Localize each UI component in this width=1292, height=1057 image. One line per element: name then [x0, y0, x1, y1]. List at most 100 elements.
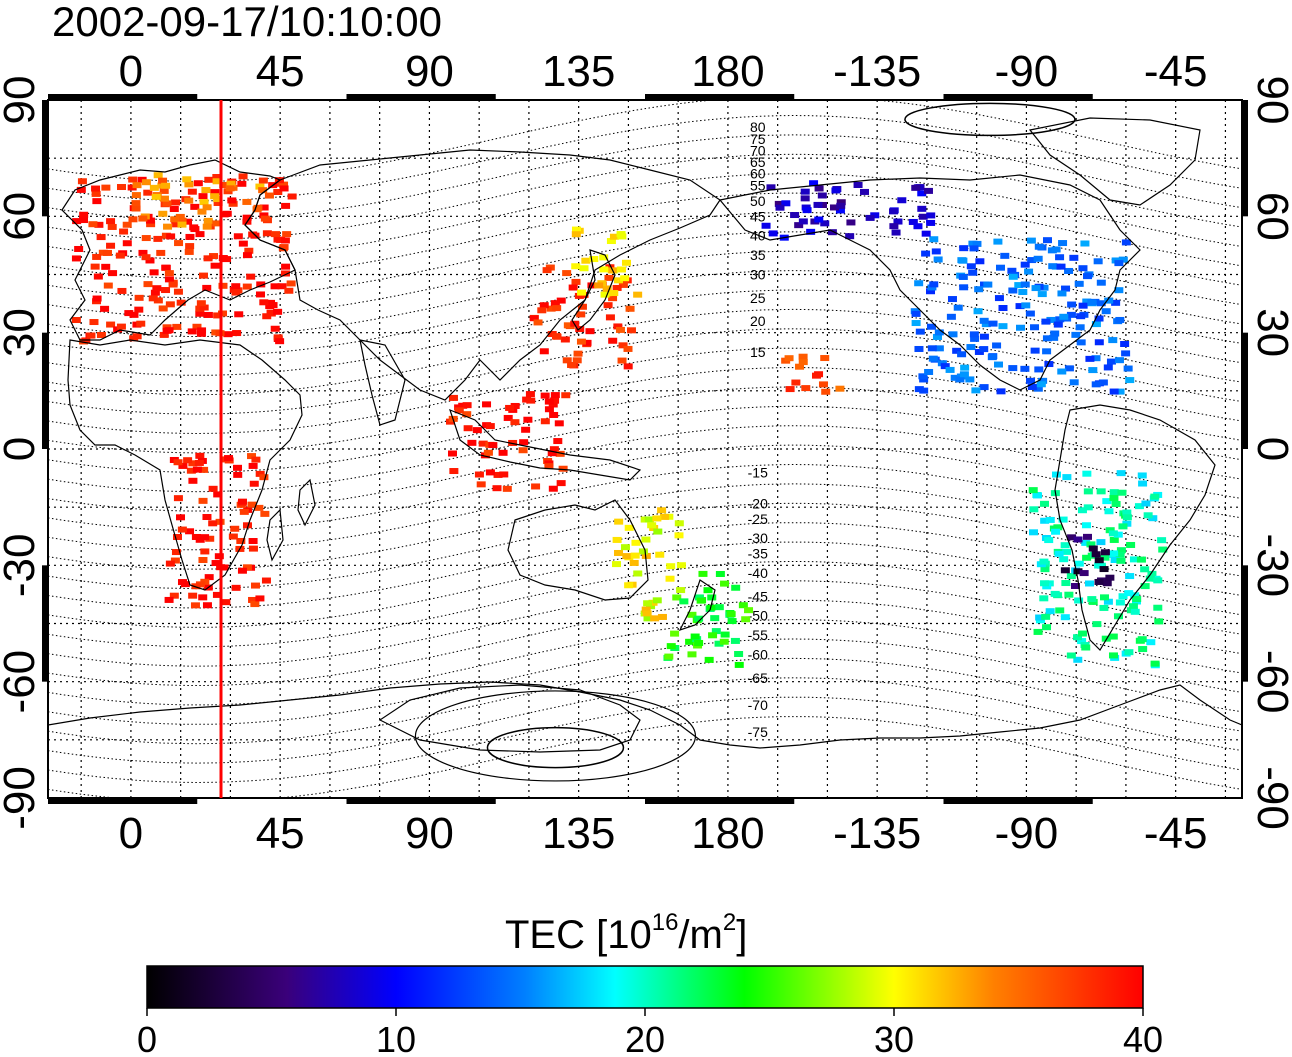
- tec-cell: [1029, 529, 1039, 536]
- tec-cell: [1150, 493, 1160, 500]
- tec-cell: [1081, 644, 1091, 651]
- tec-cell: [1087, 299, 1097, 306]
- tec-cell: [715, 570, 725, 577]
- tec-cell: [212, 591, 222, 598]
- tec-cell: [1105, 574, 1115, 581]
- tec-cell: [1094, 339, 1104, 346]
- tec-cell: [1124, 590, 1134, 597]
- tec-cell: [1094, 578, 1104, 585]
- tec-cell: [1073, 536, 1083, 543]
- tec-cell: [476, 481, 486, 488]
- tec-cell: [979, 346, 989, 353]
- tec-cell: [1085, 580, 1095, 587]
- tec-cell: [1051, 246, 1061, 253]
- tec-cell: [958, 257, 968, 264]
- left-border-segment: [42, 100, 48, 217]
- tec-cell: [149, 269, 159, 276]
- tec-cell: [254, 504, 264, 511]
- tec-cell: [685, 638, 695, 645]
- tec-cell: [617, 357, 627, 364]
- tec-cell: [891, 229, 901, 236]
- contour-line: [48, 405, 1242, 493]
- tec-cell: [170, 557, 180, 564]
- tec-cell: [1098, 379, 1108, 386]
- tec-cell: [650, 615, 660, 622]
- tec-cell: [1122, 509, 1132, 516]
- tec-cell: [122, 221, 132, 228]
- tec-cell: [1078, 265, 1088, 272]
- tec-cell: [926, 288, 936, 295]
- tec-cell: [188, 477, 198, 484]
- tec-cell: [448, 450, 458, 457]
- tec-cell: [665, 575, 675, 582]
- north-pole-contour: [904, 102, 1076, 137]
- contour-line: [48, 638, 1242, 725]
- tec-cell: [260, 510, 270, 517]
- tec-cell: [624, 582, 634, 589]
- tec-cell: [1125, 377, 1135, 384]
- tec-cell: [605, 264, 615, 271]
- top-border-segment: [48, 94, 198, 100]
- tec-cell: [741, 616, 751, 623]
- tec-cell: [1109, 536, 1119, 543]
- tec-cell: [623, 363, 633, 370]
- tec-cell: [1057, 290, 1067, 297]
- tec-cell: [168, 281, 178, 288]
- tec-cell: [1045, 516, 1055, 523]
- tec-cell: [1114, 357, 1124, 364]
- left-latitude-label: -30: [0, 534, 44, 598]
- tec-cell: [694, 615, 704, 622]
- contour-line: [48, 270, 1242, 357]
- tec-cell: [1042, 348, 1052, 355]
- tec-cell: [281, 263, 291, 270]
- tec-cell: [775, 204, 785, 211]
- tec-cell: [89, 319, 99, 326]
- tec-cell: [1018, 289, 1028, 296]
- tec-cell: [226, 180, 236, 187]
- tec-cell: [1091, 355, 1101, 362]
- tec-cell: [609, 290, 619, 297]
- tec-cell: [1154, 618, 1164, 625]
- tec-cell: [1108, 652, 1118, 659]
- tec-cell: [242, 283, 252, 290]
- tec-cell: [694, 639, 704, 646]
- tec-cell: [185, 528, 195, 535]
- contour-line: [48, 677, 1242, 764]
- tec-cell: [201, 187, 211, 194]
- tec-cell: [96, 331, 106, 338]
- tec-cell: [655, 551, 665, 558]
- tec-cell: [1066, 573, 1076, 580]
- tec-cell: [666, 563, 676, 570]
- contour-line: [48, 696, 1242, 784]
- tec-cell: [1041, 318, 1051, 325]
- contour-line: [48, 289, 1242, 376]
- tec-cell: [238, 173, 248, 180]
- tec-cell: [131, 205, 141, 212]
- tec-cell: [633, 570, 643, 577]
- tec-cell: [696, 597, 706, 604]
- tec-cell: [931, 248, 941, 255]
- tec-cell: [539, 302, 549, 309]
- tec-cell: [77, 178, 87, 185]
- tec-cell: [893, 218, 903, 225]
- map-border-ticks: [42, 94, 1248, 804]
- tec-cell: [974, 286, 984, 293]
- tec-cell: [1040, 580, 1050, 587]
- tec-cell: [958, 273, 968, 280]
- left-latitude-label: 90: [0, 76, 44, 125]
- tec-cell: [806, 228, 816, 235]
- tec-cell: [143, 189, 153, 196]
- tec-cell: [633, 291, 643, 298]
- tec-cell: [259, 474, 269, 481]
- tec-cell: [621, 259, 631, 266]
- tec-cell: [761, 222, 771, 229]
- tec-cell: [1028, 487, 1038, 494]
- tec-cell: [242, 214, 252, 221]
- top-border-segment: [943, 94, 1093, 100]
- tec-cell: [1113, 613, 1123, 620]
- tec-cell: [555, 450, 565, 457]
- tec-cell: [608, 295, 618, 302]
- tec-cell: [153, 172, 163, 179]
- tec-cell: [1081, 539, 1091, 546]
